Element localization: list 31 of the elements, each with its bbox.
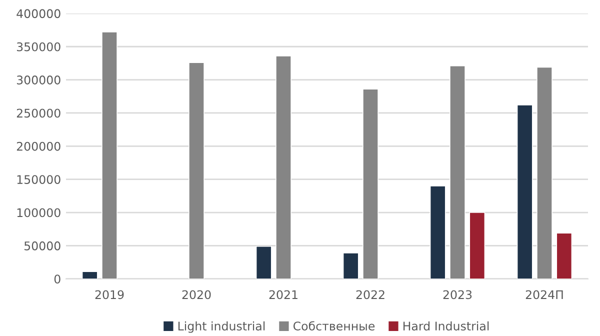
- y-tick-label: 100000: [17, 208, 60, 218]
- y-tick-label: 250000: [16, 108, 60, 118]
- bar: [516, 104, 533, 279]
- x-tick-label: 2021: [269, 290, 298, 300]
- y-tick-label: 50000: [24, 241, 60, 250]
- bar: [256, 246, 272, 279]
- legend-label: Hard Industrial: [403, 321, 489, 330]
- y-tick-label: 150000: [17, 175, 60, 184]
- x-tick-label: 2022: [356, 290, 384, 300]
- y-tick-label: 0: [54, 274, 60, 284]
- legend-label: Light industrial: [178, 321, 265, 333]
- y-tick-label: 350000: [16, 42, 60, 52]
- bar: [342, 252, 359, 279]
- bar: [82, 271, 98, 279]
- y-tick-label: 400000: [16, 9, 60, 18]
- bar: [450, 65, 466, 279]
- y-tick-label: 300000: [16, 76, 60, 84]
- bar: [188, 62, 204, 279]
- legend-label: Собственные: [293, 321, 375, 330]
- bar: [102, 32, 118, 279]
- bar: [556, 232, 572, 279]
- x-tick-label: 2023: [443, 290, 472, 300]
- bar: [362, 88, 378, 279]
- x-tick-label: 2019: [95, 290, 124, 300]
- x-tick-label: 2020: [182, 290, 211, 300]
- bar: [430, 186, 446, 279]
- bar: [276, 55, 292, 279]
- x-tick-label: 2024П: [526, 290, 563, 300]
- bar: [469, 212, 486, 279]
- bar: [536, 66, 552, 279]
- y-tick-label: 200000: [16, 142, 60, 151]
